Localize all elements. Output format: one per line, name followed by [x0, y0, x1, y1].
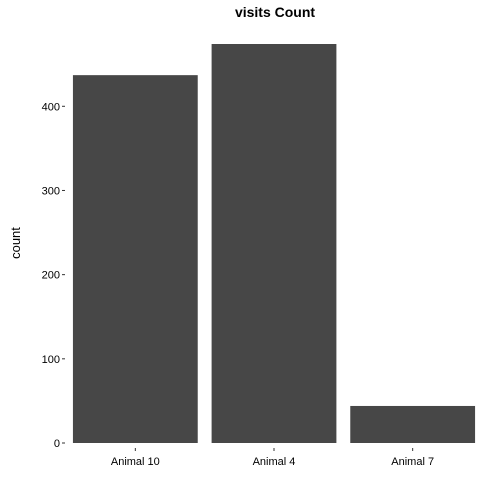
y-axis: 0 100 200 300 400	[42, 101, 65, 450]
bar	[211, 44, 337, 443]
bar	[72, 75, 198, 443]
y-tick-label: 300	[42, 185, 60, 197]
y-tick-label: 100	[42, 354, 60, 366]
x-axis: Animal 10 Animal 4 Animal 7	[111, 448, 434, 468]
x-tick-label: Animal 7	[391, 456, 434, 468]
y-tick-label: 200	[42, 270, 60, 282]
y-tick-label: 0	[54, 438, 60, 450]
bar	[350, 405, 476, 443]
chart-title: visits Count	[235, 4, 315, 20]
x-tick-label: Animal 10	[111, 456, 160, 468]
y-tick-label: 400	[42, 101, 60, 113]
x-tick-label: Animal 4	[253, 456, 296, 468]
y-axis-title: count	[8, 227, 23, 259]
bars-group	[72, 44, 476, 443]
